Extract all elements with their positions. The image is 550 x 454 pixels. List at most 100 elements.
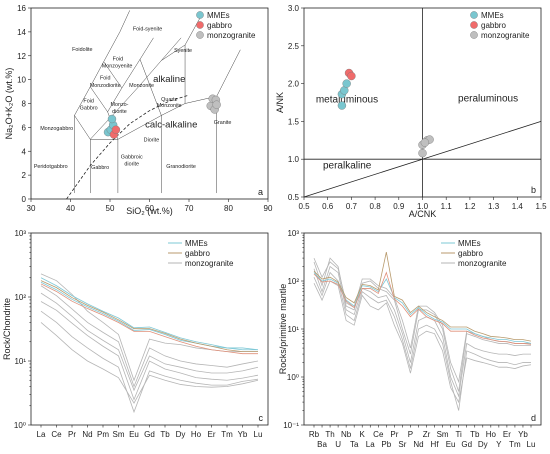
- x-tick-label: Ti: [455, 430, 462, 439]
- field-label: Quartz: [161, 97, 177, 103]
- y-tick-label: 2.0: [288, 80, 300, 89]
- series-line-gabbro: [313, 252, 532, 342]
- panel-label: d: [531, 413, 536, 423]
- x-tick-label: Y: [496, 440, 502, 449]
- x-tick-label: Tm: [509, 440, 521, 449]
- x-tick-label: Eu: [129, 430, 139, 439]
- panel-label: a: [258, 187, 263, 197]
- x-tick-label: 40: [66, 204, 75, 213]
- x-tick-label: Lu: [254, 430, 263, 439]
- series-line-mmes: [313, 272, 532, 344]
- series-line-monzogranite: [313, 265, 531, 398]
- x-tick-label: 30: [27, 204, 36, 213]
- x-tick-label: 0.7: [346, 202, 358, 211]
- x-tick-label: 50: [106, 204, 115, 213]
- x-tick-label: Zr: [423, 430, 431, 439]
- field-label: Foid: [100, 76, 111, 82]
- field-label: Monzogabbro: [40, 126, 73, 132]
- field-boundary: [74, 10, 130, 194]
- y-tick-label: 10: [17, 76, 26, 85]
- x-tick-label: Pm: [97, 430, 109, 439]
- field-label: Foid: [113, 57, 124, 63]
- x-tick-label: 1.3: [488, 202, 500, 211]
- y-tick-label: 3.0: [288, 4, 300, 13]
- x-tick-label: Nb: [341, 430, 352, 439]
- region-label: peralkaline: [323, 160, 372, 171]
- x-tick-label: P: [408, 430, 413, 439]
- series-region-label: alkaline: [153, 74, 185, 85]
- x-tick-label: K: [360, 430, 366, 439]
- legend-label-gabbro: gabbro: [458, 249, 483, 258]
- x-tick-label: 1.0: [417, 202, 429, 211]
- y-tick-label: 10⁰: [14, 421, 26, 430]
- point-gabbro: [111, 125, 121, 134]
- field-boundary: [184, 16, 202, 46]
- x-tick-label: La: [366, 440, 375, 449]
- field-label: diorite: [112, 109, 127, 115]
- x-tick-label: Nd: [82, 430, 92, 439]
- point-monzogranite: [418, 148, 427, 158]
- y-axis-title: Rocks/primitive mantle: [278, 284, 288, 375]
- series-line-monzogranite: [313, 280, 532, 404]
- x-tick-label: Pr: [390, 430, 398, 439]
- legend-label-mmes: MMEs: [185, 239, 208, 248]
- x-tick-label: Th: [325, 430, 334, 439]
- x-tick-label: Gd: [461, 440, 472, 449]
- x-axis-title: SiO₂ (wt.%): [126, 206, 173, 216]
- x-tick-label: Er: [503, 430, 511, 439]
- series-line-monzogranite: [40, 310, 259, 414]
- divider-diagonal: [303, 121, 542, 198]
- series-line-monzogranite: [313, 271, 531, 411]
- series-line-mmes: [40, 281, 258, 351]
- x-tick-label: La: [37, 430, 46, 439]
- series-line-monzogranite: [40, 322, 259, 404]
- x-tick-label: Lu: [527, 440, 536, 449]
- x-tick-label: Pb: [381, 440, 391, 449]
- y-tick-label: 0.5: [288, 193, 300, 202]
- y-tick-label: 16: [17, 4, 26, 13]
- y-tick-label: 10⁰: [287, 373, 299, 382]
- field-label: Monzoyenite: [102, 64, 133, 70]
- point-mmes: [107, 114, 117, 124]
- x-tick-label: Pr: [68, 430, 76, 439]
- legend-marker-gabbro: [196, 21, 204, 29]
- legend-marker-gabbro: [470, 21, 478, 29]
- x-tick-label: Yb: [518, 430, 528, 439]
- x-tick-label: Ho: [191, 430, 202, 439]
- point-monzogranite: [212, 100, 221, 109]
- x-tick-label: Tm: [221, 430, 233, 439]
- x-tick-label: Ce: [51, 430, 62, 439]
- x-tick-label: Dy: [478, 440, 488, 449]
- field-boundary: [139, 59, 162, 116]
- field-label: Monzo-: [110, 102, 128, 108]
- field-label: Diorite: [144, 138, 160, 144]
- y-axis-title: Rock/Chondrite: [2, 298, 12, 360]
- x-tick-label: 60: [145, 204, 154, 213]
- y-tick-label: 10³: [287, 229, 299, 238]
- x-tick-label: Yb: [238, 430, 248, 439]
- x-tick-label: U: [335, 440, 341, 449]
- series-line-monzogranite: [313, 257, 531, 384]
- y-tick-label: 10⁻¹: [283, 421, 299, 430]
- y-tick-label: 0: [22, 195, 27, 204]
- series-line-monzogranite: [40, 301, 259, 401]
- field-label: Gabbroic: [121, 154, 143, 160]
- x-tick-label: Hf: [431, 440, 440, 449]
- field-label: Monzonite: [129, 83, 154, 89]
- legend-label-monzogranite: monzogranite: [458, 259, 507, 268]
- panel-b: 0.5 0.6 0.7 0.8 0.9 1.0 1.1 1.2 1.3 1.4 1.5 0.5 1.0 1…: [275, 4, 547, 219]
- field-label: Monzonite: [157, 103, 182, 109]
- legend-label-mmes: MMEs: [458, 239, 481, 248]
- series-line-monzogranite: [40, 285, 259, 388]
- y-tick-label: 14: [17, 28, 26, 37]
- legend-label-mmes: MMEs: [481, 11, 504, 20]
- field-label: Syenite: [174, 48, 192, 54]
- alkaline-divide: [66, 94, 190, 200]
- x-tick-label: Ba: [317, 440, 327, 449]
- y-axis-title: Na₂O+K₂O (wt.%): [4, 68, 14, 140]
- panel-label: b: [531, 185, 536, 195]
- region-label: metaluminous: [316, 95, 378, 106]
- point-gabbro: [347, 71, 356, 81]
- region-label: peraluminous: [458, 94, 518, 105]
- panel-c: 10⁰ 10¹ 10² 10³ La Ce Pr Nd Pm Sm Eu Gd Tb Dy Ho Er Tm Yb…: [2, 229, 269, 439]
